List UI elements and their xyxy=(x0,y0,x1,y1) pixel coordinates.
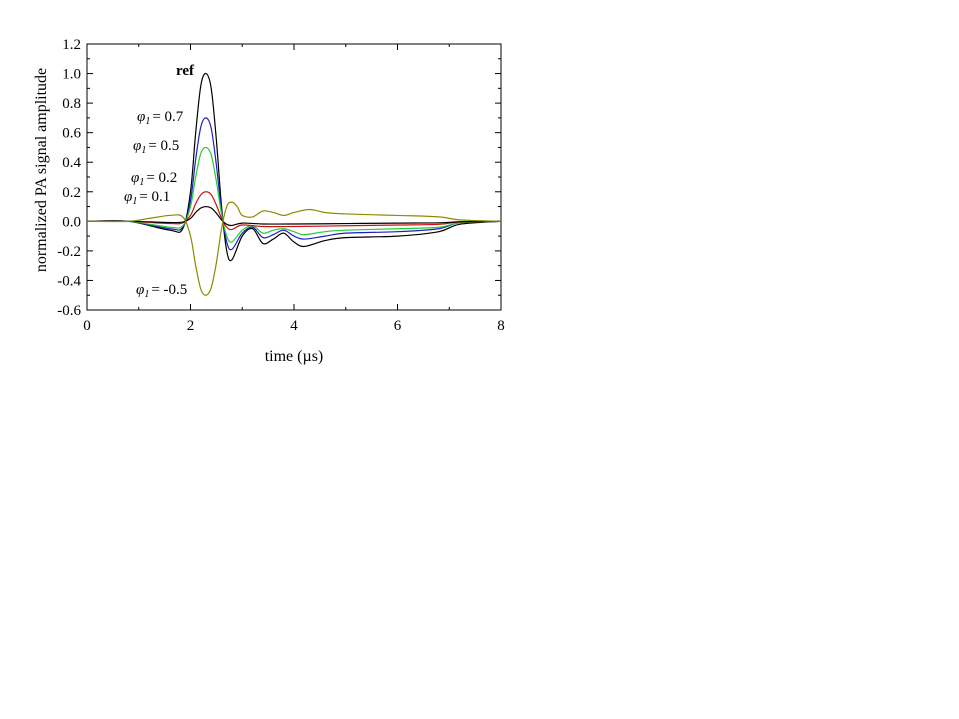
y-tick-label: 0.8 xyxy=(62,96,81,112)
x-tick-label: 0 xyxy=(83,318,91,334)
annotation-phi-0.2: φ1 = 0.2 xyxy=(131,170,177,188)
series-ref xyxy=(86,72,502,262)
y-axis-title: normalized PA signal amplitude xyxy=(33,68,50,272)
y-tick-label: -0.2 xyxy=(57,244,81,260)
annotation-phi-0.1: φ1 = 0.1 xyxy=(124,189,170,207)
y-tick-label: 0.6 xyxy=(62,126,81,142)
x-axis-title: time (µs) xyxy=(265,348,324,365)
annotation-phi-neg-0.5: φ1 = -0.5 xyxy=(136,282,187,300)
x-tick-label: 4 xyxy=(290,318,298,334)
series-layer xyxy=(86,72,502,296)
y-tick-label: 0.2 xyxy=(62,185,81,201)
x-tick-label: 6 xyxy=(394,318,402,334)
y-tick-label: 1.0 xyxy=(62,67,81,83)
annotation-phi-0.5: φ1 = 0.5 xyxy=(133,138,179,156)
y-tick-label: 0.4 xyxy=(62,155,81,171)
y-tick-label: -0.4 xyxy=(57,273,81,289)
series-phi-neg-0.5 xyxy=(86,201,502,296)
annotation-ref: ref xyxy=(176,63,195,79)
x-tick-label: 8 xyxy=(497,318,505,334)
annotation-phi-0.7: φ1 = 0.7 xyxy=(137,109,184,127)
axis-ticks: 0 2 4 6 8 -0.6 -0.4 -0.2 0.0 0.2 0.4 0.6 0.8 1.0 1.2 xyxy=(57,37,505,334)
x-tick-label: 2 xyxy=(187,318,195,334)
series-phi-0.7 xyxy=(86,117,502,251)
y-tick-label: -0.6 xyxy=(57,303,81,319)
series-phi-0.5 xyxy=(86,146,502,243)
y-tick-label: 1.2 xyxy=(62,37,81,53)
y-tick-label: 0.0 xyxy=(62,214,81,230)
